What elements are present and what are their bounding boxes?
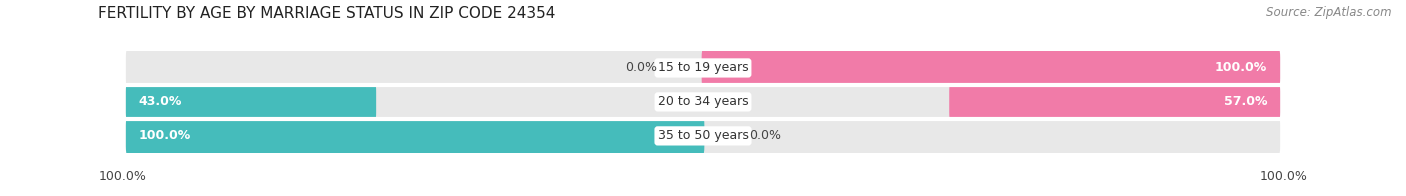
Text: 0.0%: 0.0% [749, 129, 782, 142]
Text: 57.0%: 57.0% [1223, 95, 1267, 108]
FancyBboxPatch shape [127, 83, 377, 121]
Text: 100.0%: 100.0% [1260, 170, 1308, 183]
Text: 15 to 19 years: 15 to 19 years [658, 62, 748, 74]
Text: 20 to 34 years: 20 to 34 years [658, 95, 748, 108]
Text: 100.0%: 100.0% [1215, 62, 1267, 74]
FancyBboxPatch shape [949, 83, 1279, 121]
Text: 100.0%: 100.0% [139, 129, 191, 142]
Text: 100.0%: 100.0% [98, 170, 146, 183]
FancyBboxPatch shape [127, 83, 1279, 121]
Text: FERTILITY BY AGE BY MARRIAGE STATUS IN ZIP CODE 24354: FERTILITY BY AGE BY MARRIAGE STATUS IN Z… [98, 6, 555, 21]
Text: 0.0%: 0.0% [624, 62, 657, 74]
Text: 43.0%: 43.0% [139, 95, 183, 108]
Text: 35 to 50 years: 35 to 50 years [658, 129, 748, 142]
FancyBboxPatch shape [127, 117, 1279, 154]
Text: Source: ZipAtlas.com: Source: ZipAtlas.com [1267, 6, 1392, 19]
FancyBboxPatch shape [127, 49, 1279, 86]
FancyBboxPatch shape [702, 49, 1279, 86]
FancyBboxPatch shape [127, 117, 704, 154]
